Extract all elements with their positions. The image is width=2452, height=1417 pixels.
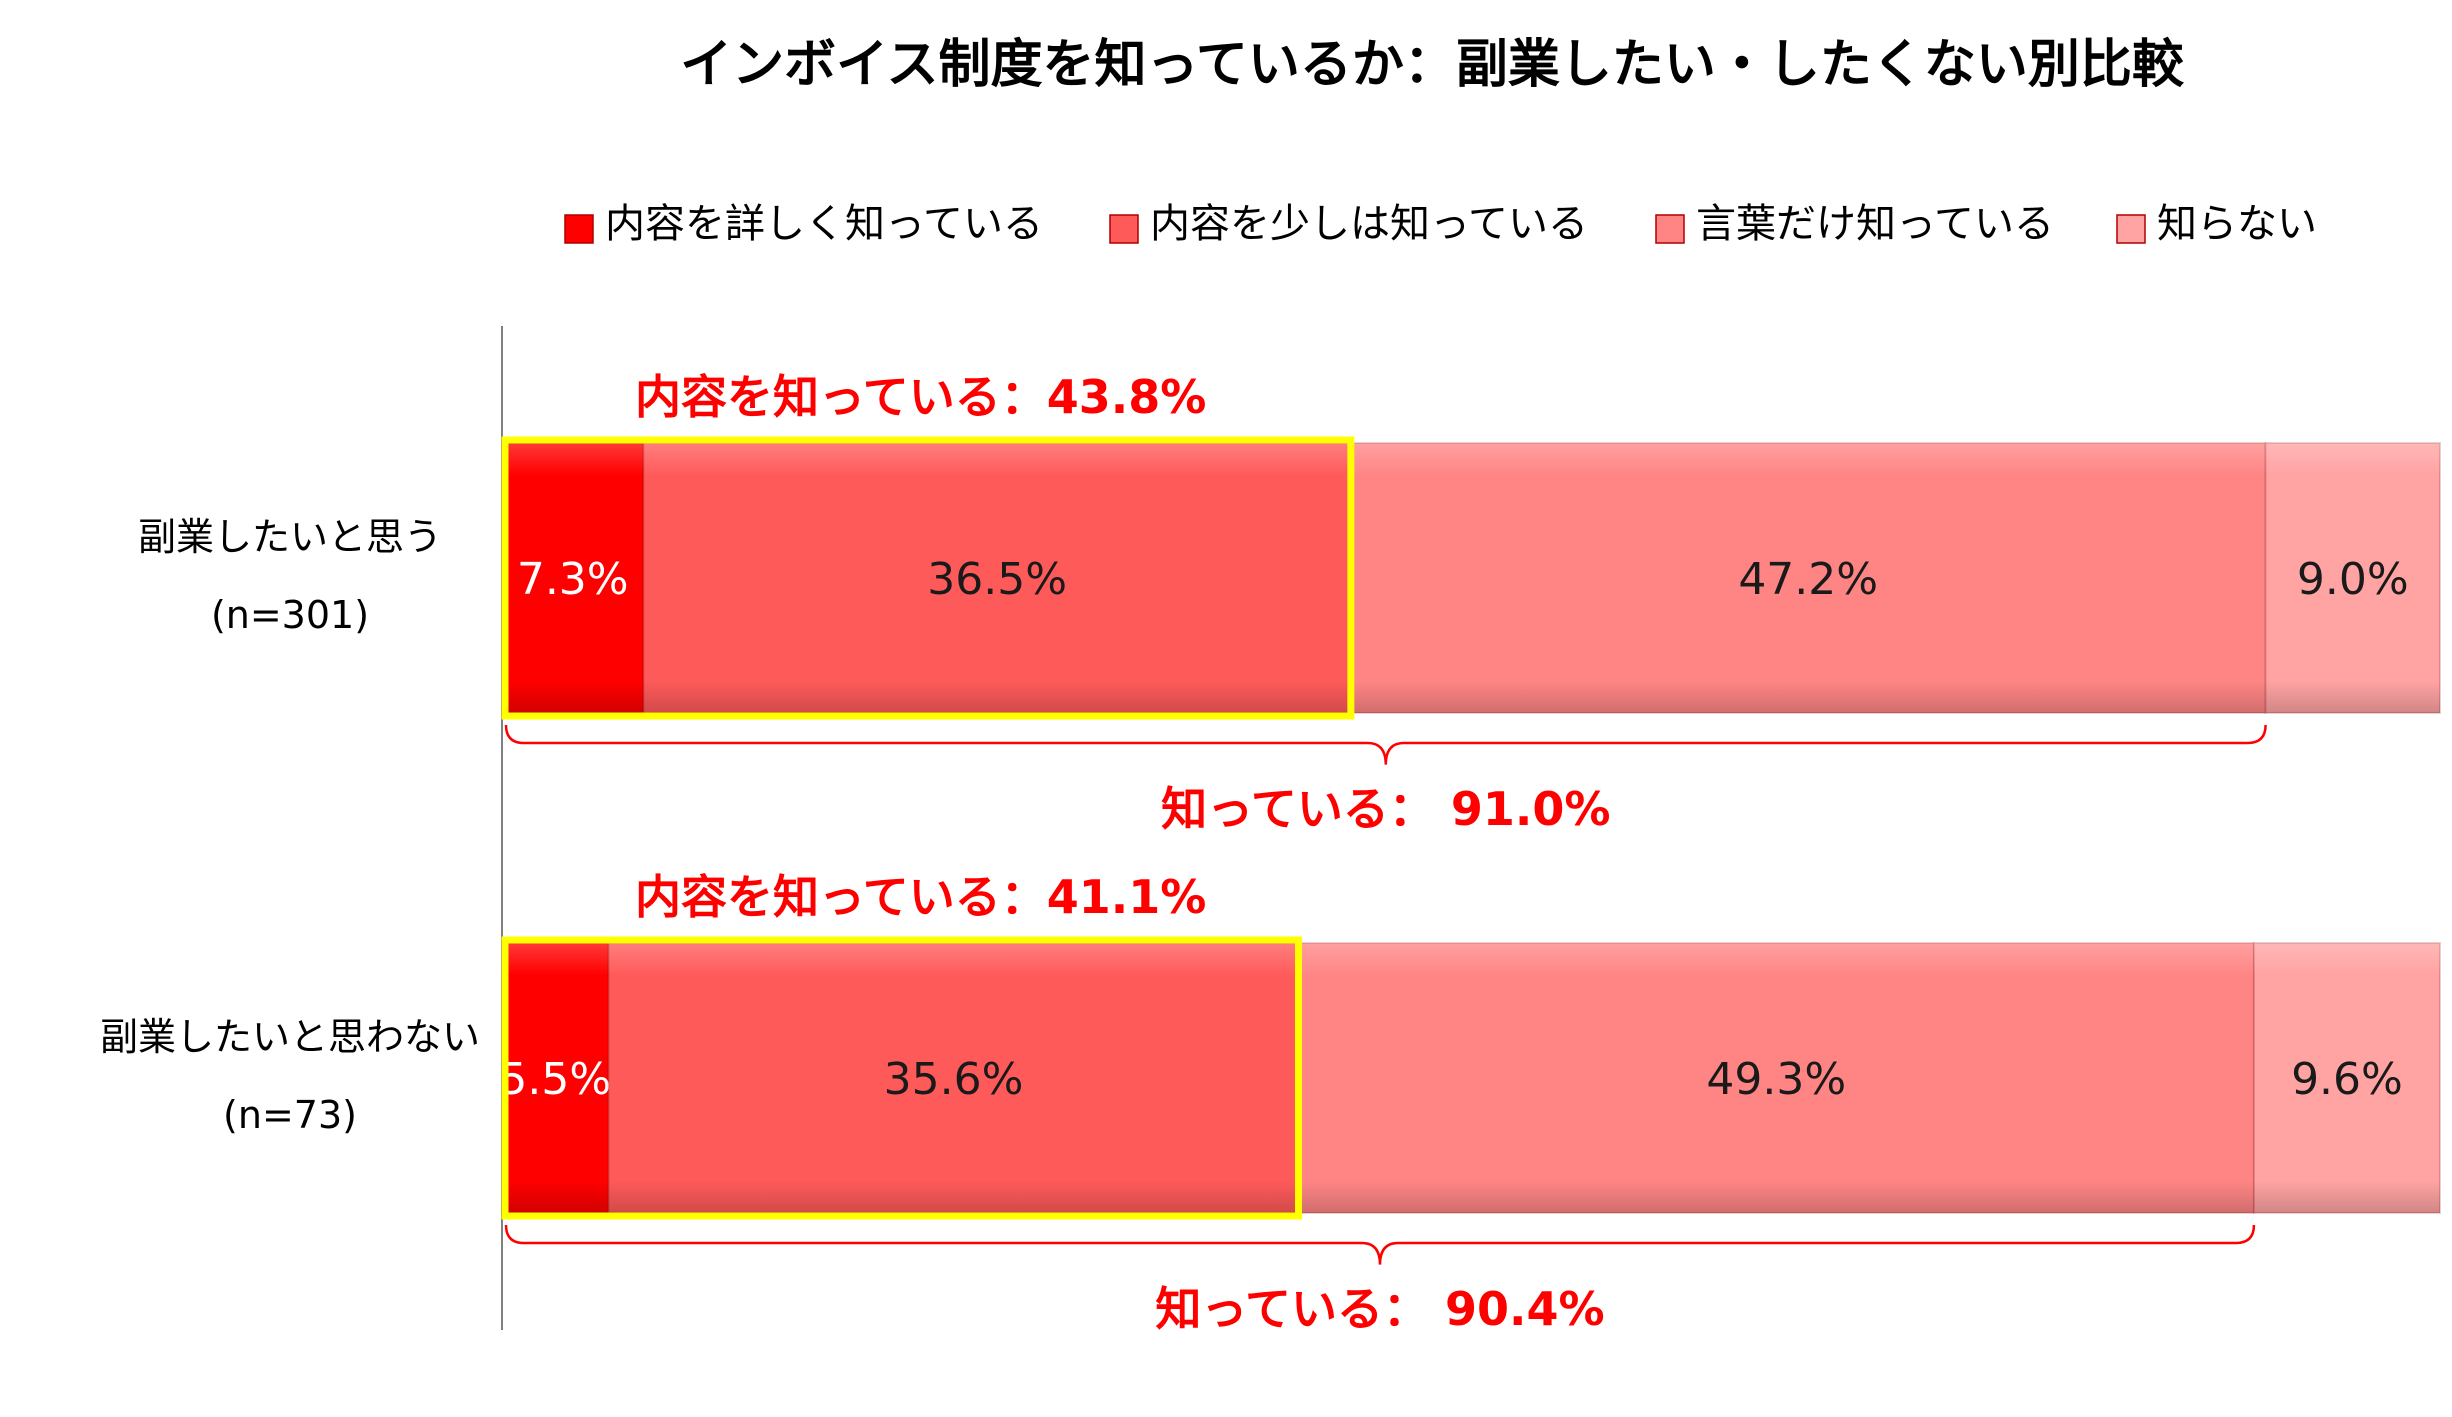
group-label-known: 知っている： 91.0% (1161, 782, 1610, 836)
legend-swatch-4 (2116, 214, 2146, 244)
legend: 内容を詳しく知っている 内容を少しは知っている 言葉だけ知っている 知らない (564, 201, 2317, 247)
bars: 7.3% 36.5% 47.2% 9.0% 5.5% 35.6% 49.3% 9.6% (499, 442, 2442, 1214)
data-label: 7.3% (517, 554, 629, 605)
bar-segment-shade (502, 943, 609, 1213)
group-label-content-known: 内容を知っている：43.8% (635, 370, 1206, 424)
data-label: 5.5% (499, 1054, 611, 1105)
data-label: 9.6% (2291, 1054, 2403, 1105)
bar-segment-shade (1298, 943, 2254, 1213)
group-label-content-known: 内容を知っている：41.1% (635, 870, 1206, 924)
data-label: 36.5% (927, 554, 1067, 605)
data-label: 35.6% (884, 1054, 1024, 1105)
annotations: 内容を知っている：43.8% 知っている： 91.0% 内容を知っている：41.1%… (501, 370, 2267, 1336)
data-label: 49.3% (1706, 1054, 1846, 1105)
legend-swatch-2 (1109, 214, 1139, 244)
category-count: (n=301) (211, 593, 369, 637)
bar-segment-shade (502, 443, 644, 713)
bar-segment-shade (643, 443, 1351, 713)
bar-segment-shade (608, 943, 1299, 1213)
legend-swatch-3 (1655, 214, 1685, 244)
data-label: 47.2% (1738, 554, 1878, 605)
brace (504, 1224, 2256, 1265)
highlight-box (501, 436, 1355, 720)
category-label: 副業したいと思う (138, 515, 442, 559)
bar-segment-shade (2265, 443, 2440, 713)
legend-label-3: 言葉だけ知っている (1696, 201, 2054, 247)
legend-label-1: 内容を詳しく知っている (605, 201, 1043, 247)
legend-label-2: 内容を少しは知っている (1150, 201, 1588, 247)
bar-segment-shade (2253, 943, 2440, 1213)
category-count: (n=73) (223, 1093, 357, 1137)
group-label-known: 知っている： 90.4% (1155, 1282, 1604, 1336)
chart-title: インボイス制度を知っているか：副業したい・したくない別比較 (680, 35, 2185, 95)
bar-segment-shade (1350, 443, 2266, 713)
data-label: 9.0% (2297, 554, 2409, 605)
category-labels: 副業したいと思う (n=301) 副業したいと思わない (n=73) (100, 515, 480, 1137)
highlight-box (501, 936, 1303, 1220)
category-label: 副業したいと思わない (100, 1015, 480, 1059)
brace (504, 724, 2267, 765)
legend-swatch-1 (564, 214, 594, 244)
legend-label-4: 知らない (2157, 201, 2317, 247)
